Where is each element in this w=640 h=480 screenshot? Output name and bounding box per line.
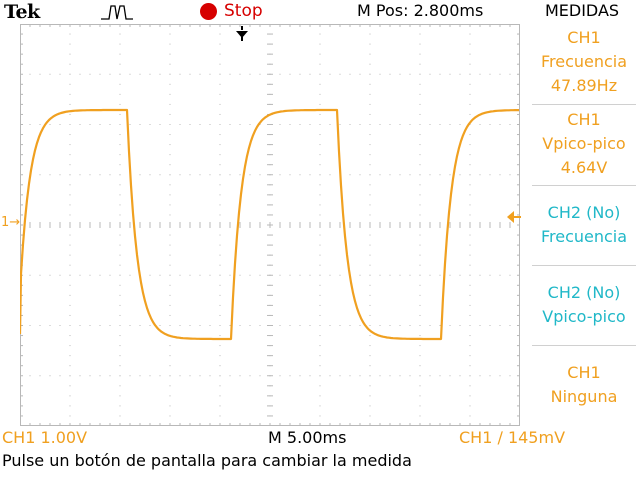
- trigger-edge-icon: [101, 5, 133, 20]
- waveform-display[interactable]: [20, 24, 520, 426]
- measurement-slot-5[interactable]: CH1 Ninguna: [528, 347, 640, 423]
- menu-divider: [532, 345, 636, 346]
- measurement-type: Frecuencia: [540, 52, 628, 71]
- ch1-volts-per-div: CH1 1.00V: [2, 428, 88, 447]
- trigger-level-marker-icon: [507, 211, 521, 223]
- stop-indicator-icon: [200, 3, 217, 20]
- help-message: Pulse un botón de pantalla para cambiar …: [2, 451, 412, 470]
- measurement-value: 4.64V: [560, 158, 608, 177]
- measurement-channel: CH1: [567, 110, 601, 129]
- timebase-readout: M 5.00ms: [268, 428, 347, 447]
- measurement-value: 47.89Hz: [550, 76, 618, 95]
- status-bar: Tek Stop M Pos: 2.800ms MEDIDAS: [0, 0, 640, 24]
- trigger-position-icon: [236, 26, 248, 41]
- scale-readouts: CH1 1.00V M 5.00ms CH1 ∕ 145mV: [0, 428, 640, 448]
- measurement-menu: CH1 Frecuencia 47.89Hz CH1 Vpico-pico 4.…: [528, 24, 640, 426]
- trigger-readout: CH1 ∕ 145mV: [459, 428, 566, 447]
- horizontal-position-readout: M Pos: 2.800ms: [357, 1, 484, 20]
- measurement-type: Vpico-pico: [542, 307, 626, 326]
- ch1-ground-marker: 1→: [1, 215, 21, 230]
- acquisition-state: Stop: [224, 1, 263, 21]
- measurement-channel: CH2 (No): [547, 203, 621, 222]
- menu-divider: [532, 185, 636, 186]
- ch1-waveform-trace: [20, 108, 519, 341]
- measurement-slot-2[interactable]: CH1 Vpico-pico 4.64V: [528, 106, 640, 182]
- menu-title: MEDIDAS: [544, 1, 620, 20]
- measurement-type: Ninguna: [550, 387, 618, 406]
- measurement-slot-3[interactable]: CH2 (No) Frecuencia: [528, 187, 640, 263]
- measurement-slot-4[interactable]: CH2 (No) Vpico-pico: [528, 267, 640, 343]
- measurement-channel: CH1: [567, 28, 601, 47]
- graticule: [20, 24, 520, 426]
- measurement-channel: CH1: [567, 363, 601, 382]
- measurement-channel: CH2 (No): [547, 283, 621, 302]
- brand-logo: Tek: [4, 1, 40, 23]
- menu-divider: [532, 265, 636, 266]
- measurement-type: Vpico-pico: [542, 134, 626, 153]
- menu-divider: [532, 104, 636, 105]
- measurement-slot-1[interactable]: CH1 Frecuencia 47.89Hz: [528, 24, 640, 100]
- measurement-type: Frecuencia: [540, 227, 628, 246]
